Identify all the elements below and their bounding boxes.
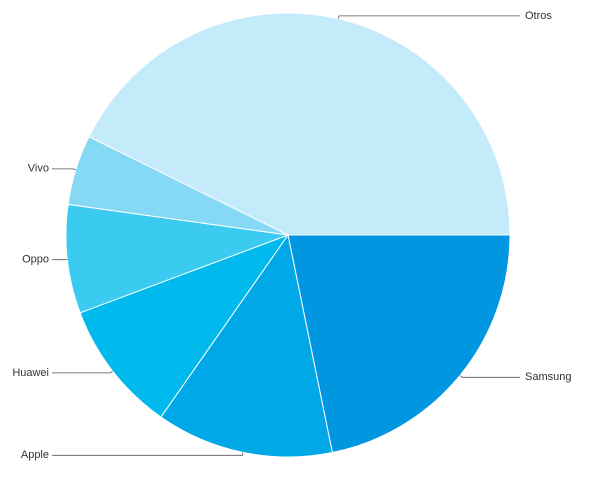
pie-slice xyxy=(160,233,333,458)
pie-slice xyxy=(65,203,289,314)
pie-slice xyxy=(88,12,511,236)
slice-label: Otros xyxy=(525,10,552,22)
leader-line xyxy=(459,375,520,378)
slice-label: Apple xyxy=(21,449,49,461)
pie-slice xyxy=(287,234,511,454)
slice-label: Vivo xyxy=(28,163,49,175)
slice-label: Samsung xyxy=(525,371,571,383)
slice-label: Oppo xyxy=(22,254,49,266)
pie-slice xyxy=(79,233,290,418)
slice-label: Huawei xyxy=(12,367,49,379)
leader-line xyxy=(52,370,113,374)
leader-line xyxy=(52,168,76,171)
leader-line xyxy=(52,452,244,456)
leader-line xyxy=(338,15,520,19)
